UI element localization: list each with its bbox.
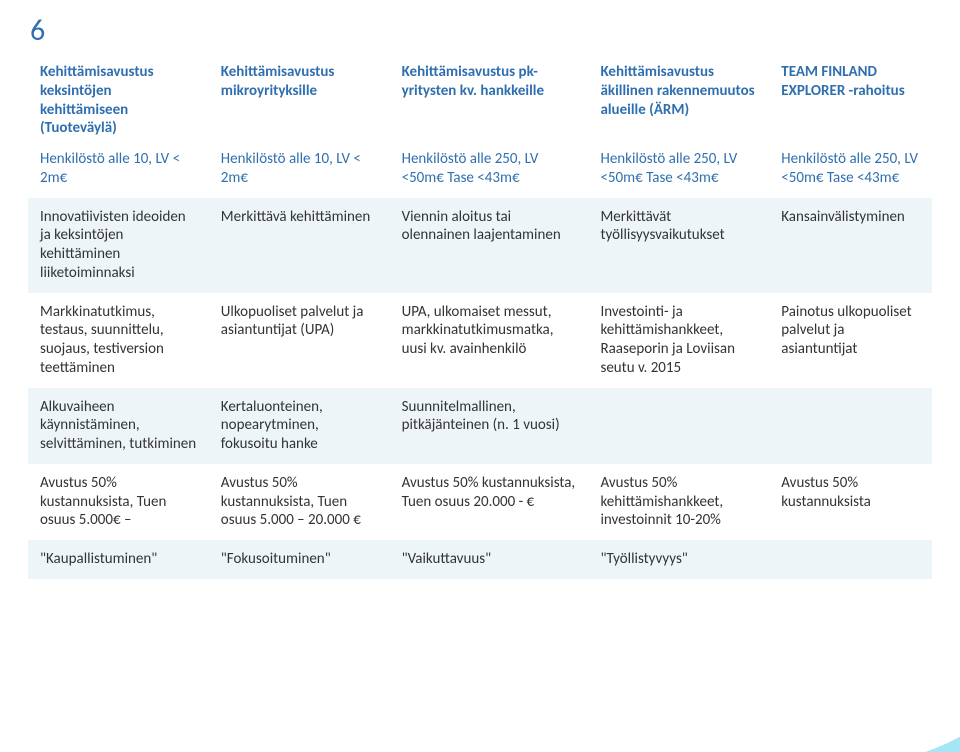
table-cell: UPA, ulkomaiset messut, markkinatutkimus… bbox=[390, 293, 589, 388]
table-cell: Avustus 50% kustannuksista bbox=[769, 464, 932, 540]
table-cell: Avustus 50% kustannuksista, Tuen osuus 5… bbox=[209, 464, 390, 540]
col-header: Kehittämisavustus äkillinen rakennemuuto… bbox=[588, 53, 769, 148]
table-cell: "Fokusoituminen" bbox=[209, 540, 390, 579]
table-cell: Merkittävät työllisyysvaikutukset bbox=[588, 198, 769, 293]
table-cell bbox=[769, 540, 932, 579]
table-body: Innovatiivisten ideoiden ja keksintöjen … bbox=[28, 198, 932, 579]
table-cell: Merkittävä kehittäminen bbox=[209, 198, 390, 293]
slide-page: 6 Kehittämisavustus keksintöjen kehittäm… bbox=[0, 0, 960, 752]
col-subheader: Henkilöstö alle 250, LV <50m€ Tase <43m€ bbox=[588, 148, 769, 198]
table-cell: "Kaupallistuminen" bbox=[28, 540, 209, 579]
col-subheader: Henkilöstö alle 10, LV < 2m€ bbox=[209, 148, 390, 198]
table-row: Avustus 50% kustannuksista, Tuen osuus 5… bbox=[28, 464, 932, 540]
table-cell: Ulkopuoliset palvelut ja asiantuntijat (… bbox=[209, 293, 390, 388]
table-row: "Kaupallistuminen" "Fokusoituminen" "Vai… bbox=[28, 540, 932, 579]
col-header: Kehittämisavustus mikroyrityksille bbox=[209, 53, 390, 148]
col-subheader: Henkilöstö alle 10, LV < 2m€ bbox=[28, 148, 209, 198]
table-cell: Kansainvälistyminen bbox=[769, 198, 932, 293]
col-header: Kehittämisavustus pk-yritysten kv. hankk… bbox=[390, 53, 589, 148]
col-header: Kehittämisavustus keksintöjen kehittämis… bbox=[28, 53, 209, 148]
table-cell bbox=[769, 388, 932, 464]
table-cell: Innovatiivisten ideoiden ja keksintöjen … bbox=[28, 198, 209, 293]
table-cell: "Vaikuttavuus" bbox=[390, 540, 589, 579]
page-number: 6 bbox=[30, 12, 932, 49]
table-header-row: Kehittämisavustus keksintöjen kehittämis… bbox=[28, 53, 932, 148]
table-row: Markkinatutkimus, testaus, suunnittelu, … bbox=[28, 293, 932, 388]
col-subheader: Henkilöstö alle 250, LV <50m€ Tase <43m€ bbox=[390, 148, 589, 198]
table-cell bbox=[588, 388, 769, 464]
table-cell: Kertaluonteinen, nopearytminen, fokusoit… bbox=[209, 388, 390, 464]
table-cell: Viennin aloitus tai olennainen laajentam… bbox=[390, 198, 589, 293]
table-cell: Suunnitelmallinen, pitkäjänteinen (n. 1 … bbox=[390, 388, 589, 464]
table-cell: Investointi- ja kehittämishankkeet, Raas… bbox=[588, 293, 769, 388]
table-cell: Avustus 50% kustannuksista, Tuen osuus 2… bbox=[390, 464, 589, 540]
table-subheader-row: Henkilöstö alle 10, LV < 2m€ Henkilöstö … bbox=[28, 148, 932, 198]
table-cell: Alkuvaiheen käynnistäminen, selvittämine… bbox=[28, 388, 209, 464]
comparison-table: Kehittämisavustus keksintöjen kehittämis… bbox=[28, 53, 932, 579]
table-row: Alkuvaiheen käynnistäminen, selvittämine… bbox=[28, 388, 932, 464]
table-row: Innovatiivisten ideoiden ja keksintöjen … bbox=[28, 198, 932, 293]
table-cell: Avustus 50% kehittämishankkeet, investoi… bbox=[588, 464, 769, 540]
table-cell: Painotus ulkopuoliset palvelut ja asiant… bbox=[769, 293, 932, 388]
table-cell: Avustus 50% kustannuksista, Tuen osuus 5… bbox=[28, 464, 209, 540]
table-cell: Markkinatutkimus, testaus, suunnittelu, … bbox=[28, 293, 209, 388]
col-subheader: Henkilöstö alle 250, LV <50m€ Tase <43m€ bbox=[769, 148, 932, 198]
table-cell: "Työllistyvyys" bbox=[588, 540, 769, 579]
col-header: TEAM FINLAND EXPLORER -rahoitus bbox=[769, 53, 932, 148]
